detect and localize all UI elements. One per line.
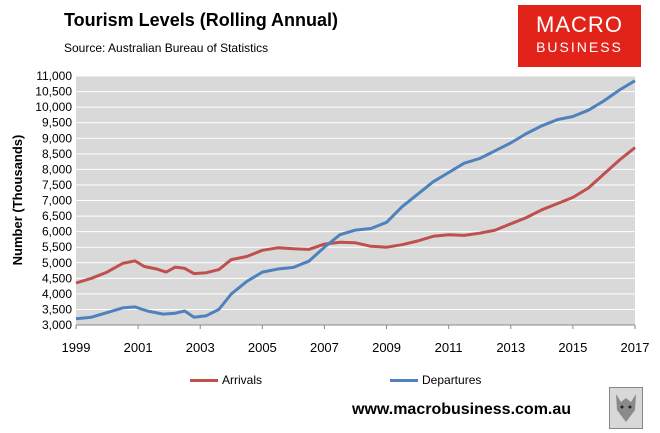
logo-line-2: BUSINESS [536,39,623,55]
series-line-departures [75,79,636,321]
y-tick-label: 7,000 [42,194,72,208]
y-tick-label: 5,500 [42,240,72,254]
y-tick-label: 3,000 [42,318,72,332]
y-tick-label: 7,500 [42,178,72,192]
y-axis-label: Number (Thousands) [10,135,25,266]
legend-label-departures: Departures [422,373,482,387]
arrivals-swatch [190,378,218,382]
x-tick-label: 2001 [124,340,153,355]
y-tick-label: 9,500 [42,116,72,130]
y-tick-label: 8,500 [42,147,72,161]
x-tick-label: 2009 [372,340,401,355]
x-tick-label: 2007 [310,340,339,355]
y-tick-label: 9,000 [42,131,72,145]
legend-arrivals: Arrivals [190,373,262,387]
x-tick-label: 2015 [558,340,587,355]
y-tick-label: 5,000 [42,256,72,270]
y-tick-label: 6,500 [42,209,72,223]
x-tick-label: 2013 [496,340,525,355]
y-tick-label: 4,000 [42,287,72,301]
y-tick-label: 4,500 [42,271,72,285]
x-tick-label: 2005 [248,340,277,355]
series-lines [75,79,636,321]
x-tick-label: 1999 [62,340,91,355]
y-tick-label: 11,000 [36,69,72,83]
y-tick-label: 10,500 [35,85,72,99]
gridlines [76,75,635,326]
legend-departures: Departures [390,373,481,387]
y-tick-label: 3,500 [42,302,72,316]
x-axis-ticks: 1999 2001 2003 2005 2007 2009 2011 2013 2015 2017 [62,324,650,355]
website-url[interactable]: www.macrobusiness.com.au [352,401,572,418]
x-tick-label: 2003 [186,340,215,355]
y-tick-label: 6,000 [42,225,72,239]
x-tick-label: 2017 [621,340,650,355]
chart-title: Tourism Levels (Rolling Annual) [64,10,339,30]
departures-swatch [390,378,418,382]
x-tick-label: 2011 [435,340,463,355]
series-line-arrivals [75,146,636,285]
macrobusiness-logo[interactable]: MACRO BUSINESS [518,5,641,67]
logo-line-1: MACRO [536,12,623,37]
y-tick-label: 10,000 [35,100,72,114]
wolf-logo-icon [609,387,643,429]
legend-label-arrivals: Arrivals [222,373,263,387]
y-tick-label: 8,000 [42,162,72,176]
chart-source: Source: Australian Bureau of Statistics [64,41,269,55]
